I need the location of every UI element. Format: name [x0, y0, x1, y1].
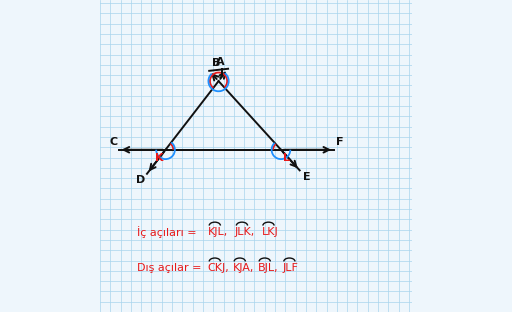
- Text: JLF: JLF: [283, 263, 298, 273]
- Text: C: C: [109, 137, 117, 147]
- Text: BJL,: BJL,: [258, 263, 278, 273]
- Text: CKJ,: CKJ,: [208, 263, 229, 273]
- Text: KJL,: KJL,: [208, 227, 228, 237]
- Text: JLK,: JLK,: [235, 227, 255, 237]
- Text: KJA,: KJA,: [232, 263, 254, 273]
- Text: Dış açılar =: Dış açılar =: [137, 263, 205, 273]
- Text: J: J: [220, 68, 224, 78]
- Text: E: E: [303, 172, 310, 182]
- Text: D: D: [136, 175, 145, 185]
- Text: A: A: [217, 57, 225, 67]
- Text: LKJ: LKJ: [262, 227, 279, 237]
- Text: İç açıları =: İç açıları =: [137, 227, 201, 238]
- Text: B: B: [212, 58, 221, 68]
- Text: L: L: [283, 153, 289, 163]
- Text: F: F: [335, 137, 343, 147]
- Text: K: K: [156, 153, 164, 163]
